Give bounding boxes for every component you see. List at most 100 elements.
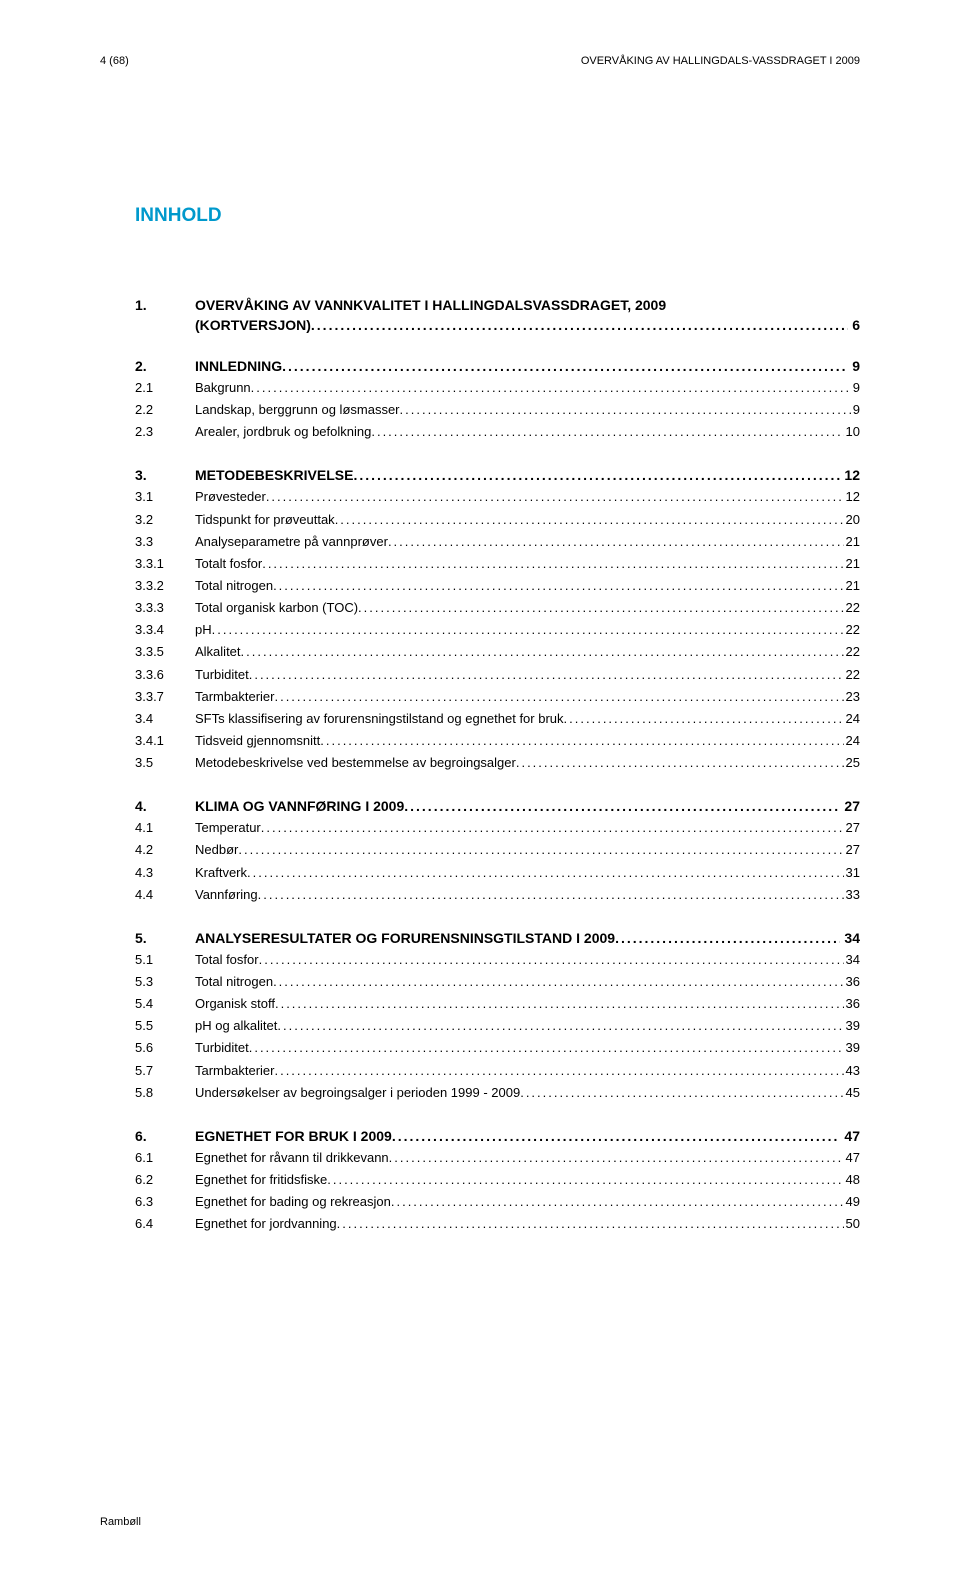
toc-entry-label: Vannføring bbox=[195, 885, 258, 905]
toc-entry-label: Organisk stoff bbox=[195, 994, 275, 1014]
toc-dots: ........................................… bbox=[262, 554, 843, 574]
toc-entry-label: SFTs klassifisering av forurensningstils… bbox=[195, 709, 564, 729]
toc-dots: ........................................… bbox=[261, 818, 844, 838]
toc-entry-label: Total nitrogen bbox=[195, 576, 273, 596]
toc-entry-number: 2.1 bbox=[135, 378, 195, 398]
toc-entry-number: 3.3.2 bbox=[135, 576, 195, 596]
toc-dots: ........................................… bbox=[212, 620, 844, 640]
toc-entry: 3.3.7Tarmbakterier......................… bbox=[135, 687, 860, 707]
toc-section-number: 4. bbox=[135, 798, 195, 814]
toc-dots: ........................................… bbox=[274, 687, 843, 707]
toc-entry-label: Temperatur bbox=[195, 818, 261, 838]
toc-entry-number: 6.2 bbox=[135, 1170, 195, 1190]
toc-entry-page: 24 bbox=[846, 731, 860, 751]
toc-entry-page: 10 bbox=[846, 422, 860, 442]
toc-entry-number: 5.7 bbox=[135, 1061, 195, 1081]
toc-section-title: EGNETHET FOR BRUK I 2009................… bbox=[195, 1128, 860, 1144]
toc-entry-page: 21 bbox=[846, 576, 860, 596]
page-number-header: 4 (68) bbox=[100, 55, 129, 67]
toc-section-title: KLIMA OG VANNFØRING I 2009..............… bbox=[195, 798, 860, 814]
toc-entry-page: 36 bbox=[846, 972, 860, 992]
toc-entry-label: Nedbør bbox=[195, 840, 238, 860]
toc-entry: 5.6Turbiditet...........................… bbox=[135, 1038, 860, 1058]
toc-entry-page: 49 bbox=[846, 1192, 860, 1212]
toc-dots: ........................................… bbox=[358, 598, 843, 618]
toc-entry-page: 39 bbox=[846, 1016, 860, 1036]
toc-entry-label: Metodebeskrivelse ved bestemmelse av beg… bbox=[195, 753, 516, 773]
toc-entry-page: 21 bbox=[846, 532, 860, 552]
toc-dots: ........................................… bbox=[400, 400, 851, 420]
toc-entry-page: 25 bbox=[846, 753, 860, 773]
toc-entry-page: 48 bbox=[846, 1170, 860, 1190]
toc-entry-label: pH og alkalitet bbox=[195, 1016, 277, 1036]
toc-entry: 3.3.4pH.................................… bbox=[135, 620, 860, 640]
toc-entry-page: 24 bbox=[846, 709, 860, 729]
toc-entry-label: Egnethet for bading og rekreasjon bbox=[195, 1192, 391, 1212]
toc-entry: 4.2Nedbør...............................… bbox=[135, 840, 860, 860]
toc-section-number: 3. bbox=[135, 467, 195, 483]
toc-entry-label: Alkalitet bbox=[195, 642, 241, 662]
toc-section-title: METODEBESKRIVELSE.......................… bbox=[195, 467, 860, 483]
toc-entry-page: 27 bbox=[846, 840, 860, 860]
toc-entry-number: 3.3.5 bbox=[135, 642, 195, 662]
toc-entry-label: Arealer, jordbruk og befolkning bbox=[195, 422, 371, 442]
toc-entry: 3.3.6Turbiditet.........................… bbox=[135, 665, 860, 685]
toc-entry-label: Landskap, berggrunn og løsmasser bbox=[195, 400, 400, 420]
toc-section-page: 27 bbox=[844, 798, 860, 814]
toc-section-number: 6. bbox=[135, 1128, 195, 1144]
toc-entry: 3.5Metodebeskrivelse ved bestemmelse av … bbox=[135, 753, 860, 773]
toc-dots: ........................................… bbox=[564, 709, 844, 729]
toc-section-page: 6 bbox=[852, 317, 860, 333]
toc-entry-page: 39 bbox=[846, 1038, 860, 1058]
toc-entry-number: 3.5 bbox=[135, 753, 195, 773]
toc-dots: ........................................… bbox=[258, 885, 844, 905]
toc-entry-number: 2.3 bbox=[135, 422, 195, 442]
toc-entry-label: Total organisk karbon (TOC) bbox=[195, 598, 358, 618]
toc-entry: 3.3.2Total nitrogen.....................… bbox=[135, 576, 860, 596]
toc-section-heading: 2.INNLEDNING............................… bbox=[135, 358, 860, 374]
toc-dots: ........................................… bbox=[259, 950, 844, 970]
toc-dots: ........................................… bbox=[277, 1016, 843, 1036]
toc-dots: ........................................… bbox=[388, 532, 844, 552]
toc-entry-page: 36 bbox=[846, 994, 860, 1014]
toc-entry-page: 20 bbox=[846, 510, 860, 530]
toc-entry: 5.4Organisk stoff.......................… bbox=[135, 994, 860, 1014]
toc-entry-label: Egnethet for fritidsfiske bbox=[195, 1170, 327, 1190]
toc-section-number: 5. bbox=[135, 930, 195, 946]
toc-dots: ........................................… bbox=[249, 1038, 844, 1058]
toc-entry-number: 5.3 bbox=[135, 972, 195, 992]
toc-entry-label: Tidspunkt for prøveuttak bbox=[195, 510, 335, 530]
toc-entry-page: 23 bbox=[846, 687, 860, 707]
toc-entry-page: 33 bbox=[846, 885, 860, 905]
toc-dots: ........................................… bbox=[391, 1192, 844, 1212]
toc-entry: 3.3.5Alkalitet..........................… bbox=[135, 642, 860, 662]
toc-dots: ........................................… bbox=[247, 863, 844, 883]
toc-entry-number: 4.2 bbox=[135, 840, 195, 860]
toc-entry-number: 2.2 bbox=[135, 400, 195, 420]
toc-entry-number: 4.4 bbox=[135, 885, 195, 905]
toc-entry-page: 12 bbox=[846, 487, 860, 507]
toc-section-number: 1. bbox=[135, 297, 195, 313]
toc-dots: ........................................… bbox=[389, 1148, 844, 1168]
toc-entry-label: Turbiditet bbox=[195, 1038, 249, 1058]
toc-entry: 4.4Vannføring...........................… bbox=[135, 885, 860, 905]
toc-entry: 5.1Total fosfor.........................… bbox=[135, 950, 860, 970]
toc-entry: 6.3Egnethet for bading og rekreasjon....… bbox=[135, 1192, 860, 1212]
toc-entry-number: 3.4.1 bbox=[135, 731, 195, 751]
toc-section-heading: 4.KLIMA OG VANNFØRING I 2009............… bbox=[135, 798, 860, 814]
toc-section-page: 34 bbox=[844, 930, 860, 946]
toc-entry: 5.5pH og alkalitet......................… bbox=[135, 1016, 860, 1036]
toc-entry-page: 9 bbox=[853, 378, 860, 398]
toc-entry-label: Totalt fosfor bbox=[195, 554, 262, 574]
toc-entry: 3.3Analyseparametre på vannprøver.......… bbox=[135, 532, 860, 552]
toc-entry-label: Tidsveid gjennomsnitt bbox=[195, 731, 320, 751]
toc-dots: ........................................… bbox=[275, 994, 844, 1014]
toc-dots: ........................................… bbox=[337, 1214, 844, 1234]
toc-entry-label: Tarmbakterier bbox=[195, 1061, 274, 1081]
toc-entry: 5.3Total nitrogen.......................… bbox=[135, 972, 860, 992]
toc-entry-page: 9 bbox=[853, 400, 860, 420]
toc-entry: 4.3Kraftverk............................… bbox=[135, 863, 860, 883]
toc-entry-page: 43 bbox=[846, 1061, 860, 1081]
toc-dots: ........................................… bbox=[273, 576, 843, 596]
toc-entry: 5.7Tarmbakterier........................… bbox=[135, 1061, 860, 1081]
